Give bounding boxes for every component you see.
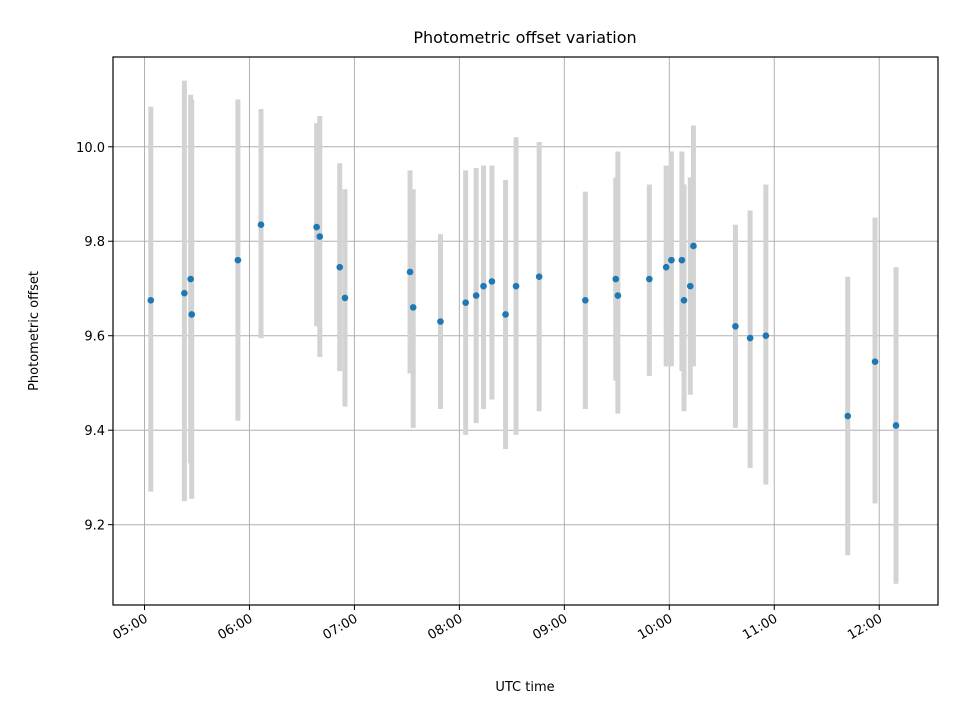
- data-point: [678, 256, 686, 264]
- data-point: [488, 278, 496, 285]
- x-tick-label: 10:00: [635, 611, 675, 643]
- x-axis-label: UTC time: [495, 680, 554, 695]
- data-point: [181, 289, 188, 297]
- y-tick-label: 10.0: [76, 141, 105, 156]
- x-tick-label: 12:00: [845, 611, 885, 643]
- data-point: [612, 275, 620, 283]
- x-tick-label: 05:00: [111, 611, 151, 643]
- data-point: [188, 311, 196, 318]
- data-point: [686, 282, 694, 290]
- data-point: [680, 296, 688, 304]
- data-point: [746, 334, 754, 342]
- data-point: [690, 242, 697, 250]
- data-point: [147, 296, 155, 304]
- y-tick-label: 9.2: [84, 519, 105, 534]
- x-tick-label: 08:00: [425, 611, 465, 643]
- x-tick-label: 09:00: [530, 611, 570, 643]
- data-point: [762, 332, 770, 340]
- data-point: [535, 273, 543, 280]
- y-tick-label: 9.8: [84, 235, 105, 250]
- data-point: [668, 256, 675, 264]
- data-point: [480, 282, 487, 290]
- x-tick-label: 06:00: [216, 611, 256, 643]
- error-bars: [148, 80, 899, 584]
- data-point: [646, 275, 653, 283]
- x-axis: 05:00 06:00 07:00 08:00 09:00 10:00 11:00 12:00: [111, 605, 885, 643]
- data-point: [437, 318, 444, 325]
- chart-title: Photometric offset variation: [413, 28, 636, 47]
- data-point: [341, 294, 349, 302]
- data-point: [662, 263, 670, 271]
- data-point: [844, 412, 852, 420]
- plot-frame: [112, 56, 939, 606]
- data-point: [462, 299, 469, 306]
- y-tick-label: 9.4: [84, 424, 105, 439]
- data-point: [406, 268, 414, 276]
- data-point: [892, 422, 900, 429]
- data-point: [409, 304, 417, 311]
- data-point: [313, 223, 320, 231]
- y-axis-label: Photometric offset: [27, 271, 42, 391]
- data-point: [234, 256, 242, 264]
- data-point: [502, 311, 509, 318]
- y-tick-label: 9.6: [84, 330, 105, 345]
- data-point: [257, 221, 265, 229]
- data-point: [871, 358, 879, 366]
- data-points: [147, 221, 900, 429]
- y-axis: 9.2 9.4 9.6 9.8 10.0: [76, 141, 113, 534]
- x-tick-label: 11:00: [740, 611, 780, 643]
- data-point: [316, 233, 324, 240]
- data-point: [336, 263, 344, 271]
- data-point: [512, 282, 520, 290]
- data-point: [472, 292, 480, 299]
- data-point: [582, 296, 589, 304]
- data-point: [614, 292, 622, 299]
- data-point: [187, 275, 194, 283]
- data-point: [732, 322, 739, 330]
- x-tick-label: 07:00: [320, 611, 360, 643]
